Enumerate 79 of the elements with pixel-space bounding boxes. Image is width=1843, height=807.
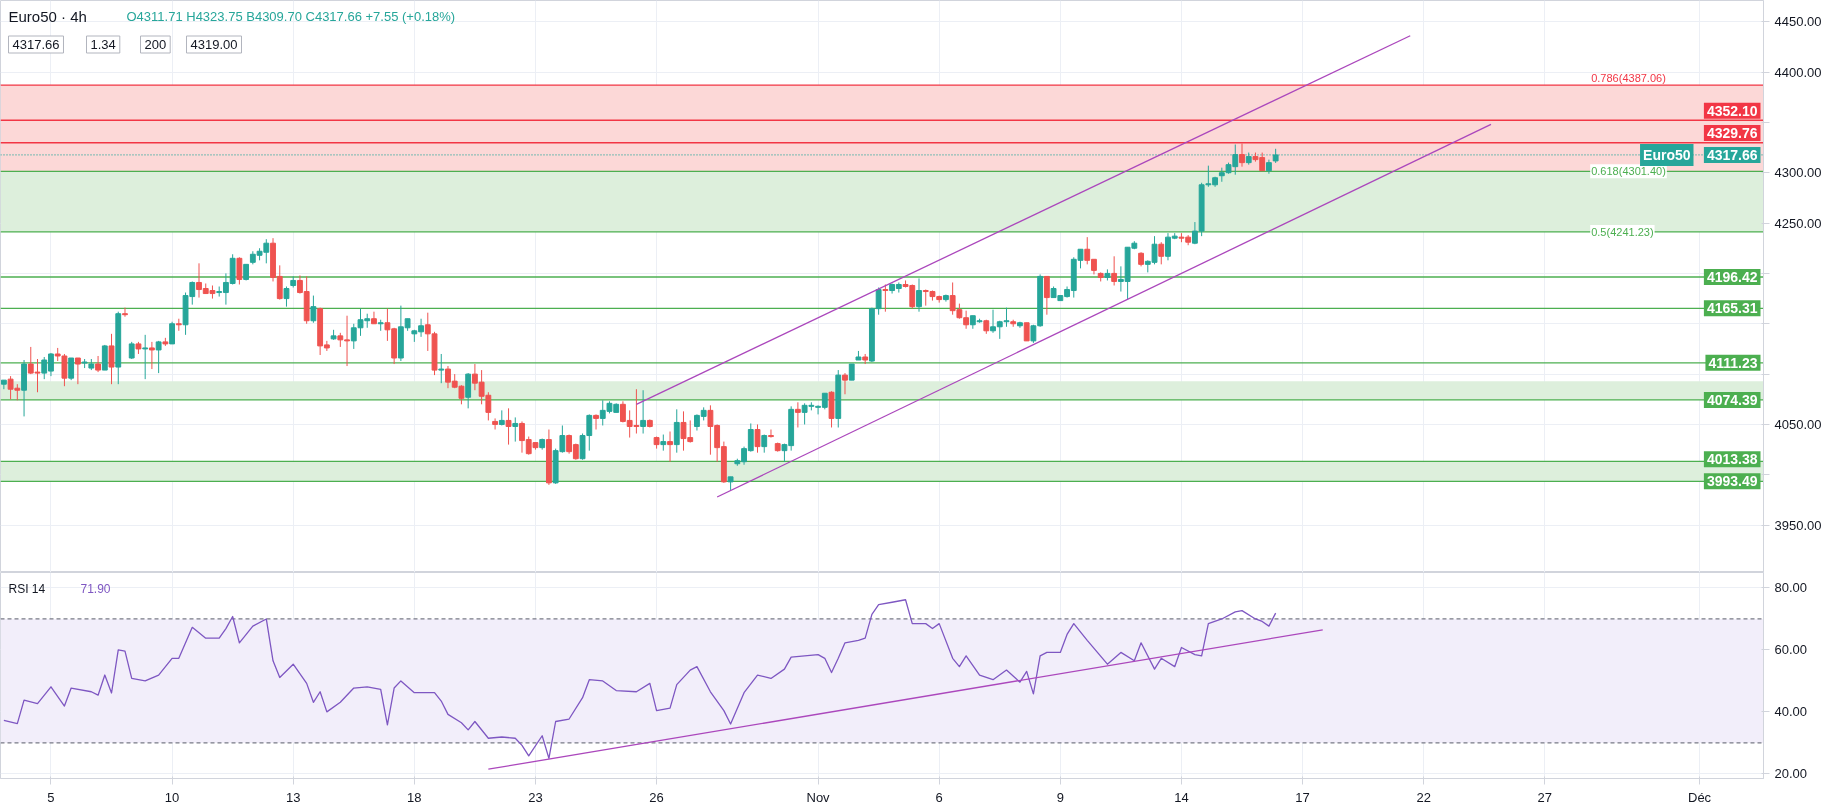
- candlestick: [122, 307, 128, 318]
- candlestick: [842, 372, 848, 395]
- x-tick-label: 14: [1174, 789, 1189, 805]
- ref-line-label: 4329.76: [1706, 124, 1758, 141]
- y-tick-label: 60.00: [1774, 642, 1808, 658]
- candlestick: [169, 321, 176, 345]
- ref-line-label: 4111.23: [1708, 354, 1758, 371]
- candlestick: [465, 372, 472, 409]
- candlestick: [667, 431, 673, 463]
- x-tick-label: 22: [1416, 789, 1431, 805]
- candlestick: [882, 283, 889, 313]
- x-tick-label: 13: [285, 789, 301, 805]
- ref-line-label: 4013.38: [1706, 451, 1758, 468]
- candlestick: [108, 333, 115, 385]
- x-tick-label: 9: [1056, 789, 1064, 805]
- y-tick-label: 4400.00: [1774, 64, 1822, 80]
- ref-line-label: 4352.10: [1706, 102, 1758, 119]
- text: Euro50 · 4h: [8, 8, 87, 25]
- candlestick: [492, 417, 498, 430]
- ref-line-label: 3993.49: [1706, 473, 1758, 490]
- ref-line-label: 4074.39: [1706, 391, 1758, 408]
- candlestick: [640, 389, 647, 435]
- candlestick: [768, 429, 774, 439]
- candlestick: [1043, 275, 1050, 316]
- candlestick: [68, 357, 75, 381]
- y-tick-label: 4250.00: [1774, 215, 1822, 231]
- candlestick: [1111, 255, 1118, 286]
- candlestick: [371, 311, 377, 325]
- candlestick: [310, 295, 317, 324]
- candlestick: [794, 401, 801, 428]
- x-tick-label: 18: [407, 789, 422, 805]
- x-tick-label: 6: [935, 789, 943, 805]
- y-tick-label: 4050.00: [1774, 416, 1822, 432]
- x-tick-label: 17: [1295, 789, 1310, 805]
- candlestick: [512, 416, 519, 443]
- candlestick: [1239, 143, 1245, 168]
- candlestick: [916, 277, 922, 313]
- annotation: 1.34: [90, 37, 116, 52]
- candlestick: [142, 334, 149, 380]
- x-tick-label: Déc: [1688, 789, 1712, 805]
- annotation: 4317.66: [12, 37, 60, 52]
- ref-line-label: 4196.42: [1706, 269, 1758, 286]
- ref-line-label: 4165.31: [1706, 300, 1758, 317]
- annotation: 200: [144, 37, 167, 52]
- x-tick-label: 27: [1537, 789, 1553, 805]
- candlestick: [1023, 322, 1030, 342]
- annotation: Euro50: [1643, 146, 1691, 163]
- y-tick-label: 4300.00: [1774, 165, 1822, 181]
- candlestick: [283, 286, 290, 308]
- y-tick-label: 80.00: [1774, 580, 1808, 596]
- annotation: 0.786(4387.06): [1591, 72, 1666, 85]
- annotation: 0.5(4241.23): [1591, 225, 1654, 238]
- x-tick-label: 23: [528, 789, 543, 805]
- candlestick: [438, 353, 445, 384]
- candlestick: [673, 408, 680, 454]
- annotation: O4311.71 H4323.75 B4309.70 C4317.66 +7.55 (+0.18%): [126, 9, 456, 24]
- candlestick: [236, 256, 243, 285]
- line-series: [3, 599, 1277, 760]
- x-tick-label: 26: [649, 789, 664, 805]
- candlestick: [505, 407, 512, 446]
- x-tick-label: 5: [47, 789, 55, 805]
- x-tick-label: Nov: [806, 789, 831, 805]
- text: RSI 14: [8, 581, 46, 596]
- y-tick-label: 20.00: [1774, 766, 1808, 782]
- annotation: 71.90: [80, 582, 111, 596]
- candlestick: [74, 357, 81, 385]
- y-tick-label: 40.00: [1774, 704, 1808, 720]
- candlestick: [155, 340, 162, 374]
- candlestick: [754, 423, 761, 454]
- candlestick: [148, 341, 155, 370]
- annotation: 0.618(4301.40): [1591, 165, 1666, 178]
- x-tick-label: 10: [164, 789, 180, 805]
- y-tick-label: 4450.00: [1774, 14, 1822, 30]
- annotation: 4319.00: [190, 37, 238, 52]
- candlestick: [95, 355, 101, 373]
- candlestick: [593, 413, 599, 430]
- y-tick-label: 3950.00: [1774, 517, 1822, 533]
- candlestick: [1158, 241, 1165, 265]
- ref-line-label: 4317.66: [1706, 146, 1758, 163]
